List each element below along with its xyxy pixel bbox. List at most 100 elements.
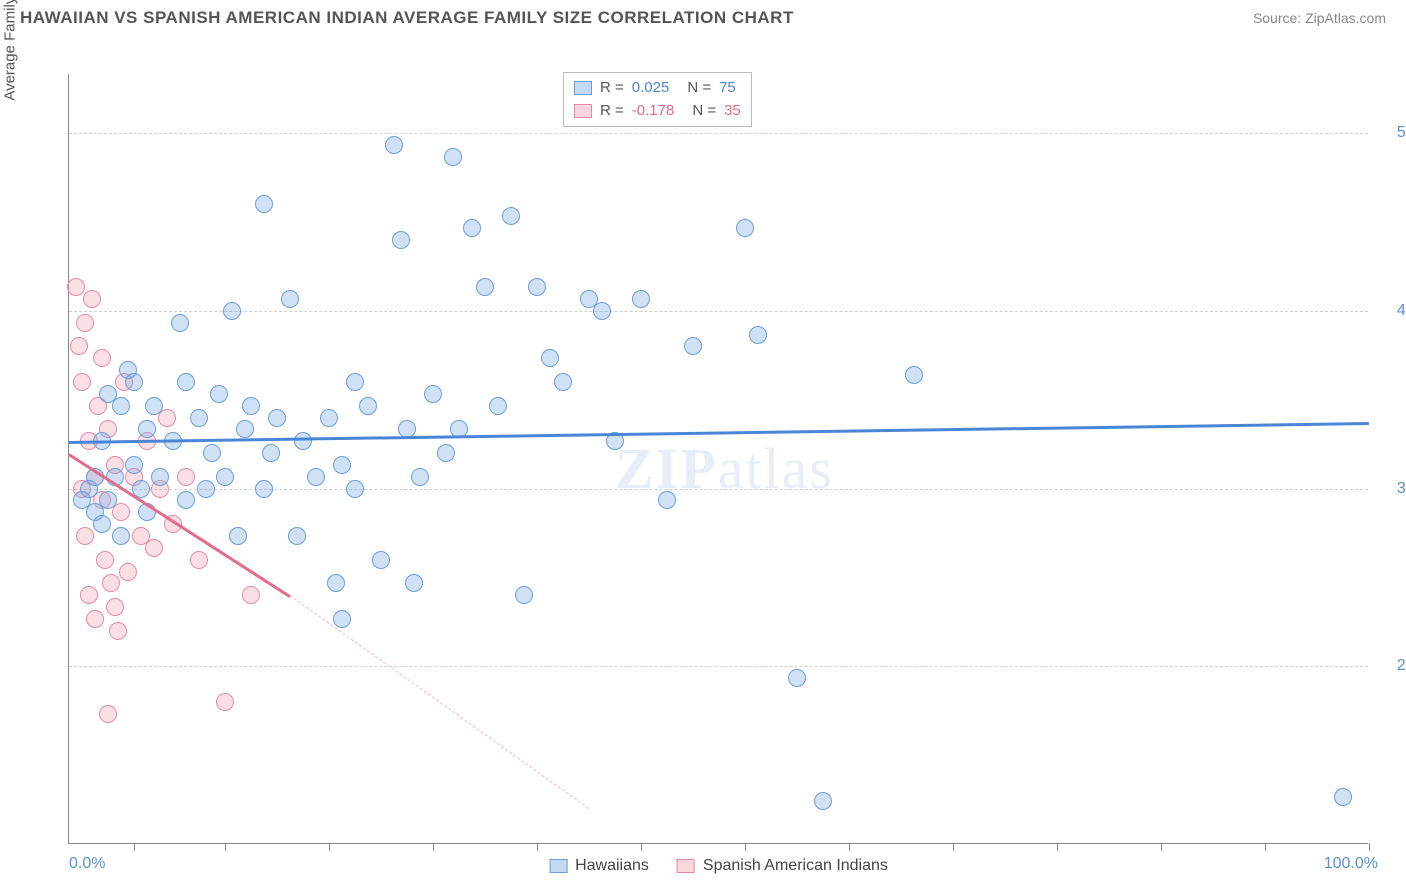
data-point	[333, 456, 351, 474]
stats-row: R =-0.178N =35	[574, 100, 741, 123]
trend-line	[290, 595, 590, 809]
data-point	[1334, 788, 1352, 806]
y-tick-label: 3.50	[1378, 480, 1406, 498]
title-bar: HAWAIIAN VS SPANISH AMERICAN INDIAN AVER…	[0, 0, 1406, 32]
watermark: ZIPatlas	[615, 435, 834, 502]
x-tick	[134, 843, 135, 851]
data-point	[236, 420, 254, 438]
data-point	[632, 290, 650, 308]
data-point	[190, 409, 208, 427]
x-tick	[1265, 843, 1266, 851]
y-tick-label: 2.75	[1378, 657, 1406, 675]
data-point	[444, 148, 462, 166]
y-tick-label: 4.25	[1378, 302, 1406, 320]
plot-region: ZIPatlas R =0.025N =75R =-0.178N =35 Haw…	[68, 74, 1368, 844]
data-point	[67, 278, 85, 296]
legend-swatch-icon	[574, 104, 592, 118]
data-point	[138, 420, 156, 438]
stat-n-value: 75	[719, 77, 736, 100]
x-tick	[849, 843, 850, 851]
data-point	[541, 349, 559, 367]
correlation-stats-box: R =0.025N =75R =-0.178N =35	[563, 72, 752, 127]
data-point	[255, 195, 273, 213]
data-point	[216, 468, 234, 486]
data-point	[736, 219, 754, 237]
data-point	[76, 527, 94, 545]
data-point	[112, 397, 130, 415]
data-point	[125, 373, 143, 391]
data-point	[203, 444, 221, 462]
data-point	[333, 610, 351, 628]
data-point	[197, 480, 215, 498]
stat-n-value: 35	[724, 100, 741, 123]
legend-label: Hawaiians	[575, 857, 649, 875]
data-point	[145, 539, 163, 557]
data-point	[281, 290, 299, 308]
data-point	[411, 468, 429, 486]
data-point	[515, 586, 533, 604]
stat-r-value: -0.178	[632, 100, 675, 123]
x-tick	[225, 843, 226, 851]
data-point	[554, 373, 572, 391]
legend-swatch-icon	[677, 859, 695, 873]
data-point	[489, 397, 507, 415]
data-point	[80, 586, 98, 604]
data-point	[307, 468, 325, 486]
data-point	[145, 397, 163, 415]
source-attribution: Source: ZipAtlas.com	[1253, 10, 1386, 26]
gridline	[69, 666, 1368, 667]
data-point	[346, 480, 364, 498]
x-tick	[1369, 843, 1370, 851]
data-point	[437, 444, 455, 462]
data-point	[392, 231, 410, 249]
legend-swatch-icon	[574, 81, 592, 95]
x-tick	[1057, 843, 1058, 851]
y-axis-label: Average Family Size	[2, 0, 19, 101]
data-point	[93, 349, 111, 367]
data-point	[96, 551, 114, 569]
gridline	[69, 133, 1368, 134]
data-point	[119, 563, 137, 581]
data-point	[814, 792, 832, 810]
data-point	[76, 314, 94, 332]
data-point	[70, 337, 88, 355]
data-point	[99, 491, 117, 509]
legend-label: Spanish American Indians	[703, 857, 888, 875]
x-tick	[1161, 843, 1162, 851]
data-point	[288, 527, 306, 545]
x-tick	[953, 843, 954, 851]
data-point	[593, 302, 611, 320]
stat-r-label: R =	[600, 77, 624, 100]
data-point	[229, 527, 247, 545]
data-point	[223, 302, 241, 320]
data-point	[476, 278, 494, 296]
x-tick	[745, 843, 746, 851]
x-tick	[537, 843, 538, 851]
data-point	[151, 468, 169, 486]
data-point	[73, 373, 91, 391]
data-point	[385, 136, 403, 154]
data-point	[177, 491, 195, 509]
data-point	[106, 598, 124, 616]
data-point	[905, 366, 923, 384]
stat-n-label: N =	[687, 77, 711, 100]
data-point	[109, 622, 127, 640]
legend: Hawaiians Spanish American Indians	[549, 857, 888, 875]
data-point	[99, 705, 117, 723]
legend-item: Spanish American Indians	[677, 857, 888, 875]
data-point	[788, 669, 806, 687]
x-tick	[329, 843, 330, 851]
data-point	[255, 480, 273, 498]
data-point	[359, 397, 377, 415]
data-point	[528, 278, 546, 296]
data-point	[294, 432, 312, 450]
data-point	[658, 491, 676, 509]
stat-r-label: R =	[600, 100, 624, 123]
data-point	[86, 610, 104, 628]
data-point	[268, 409, 286, 427]
data-point	[190, 551, 208, 569]
data-point	[405, 574, 423, 592]
data-point	[83, 290, 101, 308]
trend-line	[69, 422, 1369, 443]
data-point	[171, 314, 189, 332]
